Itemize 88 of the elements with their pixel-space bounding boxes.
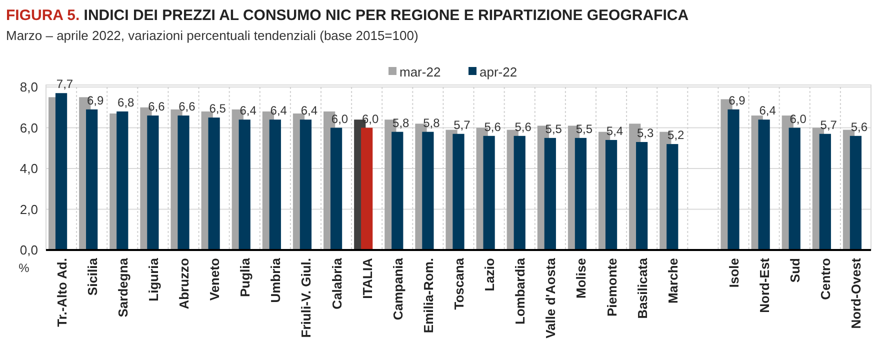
x-tick-label: Nord-Ovest (848, 257, 864, 329)
data-label: 5,8 (392, 116, 410, 130)
data-label: 7,7 (56, 77, 74, 92)
bar (392, 132, 404, 250)
bar (147, 116, 159, 250)
bar (116, 111, 128, 250)
x-tick-label: Valle d'Aosta (543, 257, 558, 338)
x-tick-label: Lombardia (512, 257, 528, 324)
bar (330, 128, 342, 250)
chart-subtitle: Marzo – aprile 2022, variazioni percentuali tendenziali (base 2015=100) (6, 28, 418, 43)
bar (544, 138, 556, 250)
data-label: 5,8 (423, 116, 440, 130)
x-tick-label: Liguria (146, 257, 161, 302)
data-label: 5,5 (576, 122, 593, 136)
bar (728, 109, 740, 250)
data-label: 6,4 (759, 104, 776, 118)
data-label: 6,8 (118, 95, 135, 110)
bar (636, 142, 648, 250)
data-label: 5,6 (850, 120, 868, 134)
x-tick-label: Sud (788, 258, 803, 283)
x-tick-label: Centro (818, 258, 834, 300)
data-label: 6,4 (270, 104, 288, 118)
bar (605, 140, 618, 250)
x-tick-label: Marche (665, 258, 680, 304)
x-tick-label: Abruzzo (176, 258, 192, 310)
bar (86, 109, 98, 250)
data-label: 6,5 (209, 102, 226, 116)
x-tick-label: ITALIA (360, 257, 375, 299)
data-label: 6,6 (178, 100, 196, 114)
x-tick-label: Friuli-V. Giul. (298, 258, 314, 338)
x-tick-label: Calabria (329, 257, 344, 310)
bar (178, 116, 190, 250)
bar (238, 120, 250, 250)
x-tick-label: Lazio (482, 258, 498, 292)
bar (819, 134, 831, 250)
x-tick-label: Toscana (452, 257, 466, 310)
x-tick-label: Piemonte (604, 258, 620, 317)
y-tick-label: 4,0 (20, 161, 38, 176)
data-label: 5,7 (820, 118, 838, 132)
y-tick-label: 6,0 (20, 120, 38, 136)
bar (666, 144, 678, 250)
x-tick-label: Isole (726, 258, 742, 288)
y-tick-label: 8,0 (20, 80, 38, 95)
bar (269, 120, 281, 250)
data-label: 5,3 (636, 126, 654, 140)
x-tick-label: Campania (390, 257, 406, 320)
data-label: 5,6 (514, 120, 532, 134)
x-tick-label: Sicilia (84, 257, 100, 296)
bar (361, 128, 373, 250)
x-tick-label: Basilicata (634, 257, 650, 319)
legend-label: apr-22 (480, 64, 518, 80)
bar (300, 120, 312, 250)
chart-title: FIGURA 5. INDICI DEI PREZZI AL CONSUMO NIC PER REGIONE E RIPARTIZIONE GEOGRAFICA (6, 7, 689, 24)
data-label: 6,4 (240, 104, 257, 118)
bar (788, 128, 800, 250)
bar (483, 136, 495, 250)
x-tick-label: Veneto (207, 258, 222, 301)
bar (452, 134, 464, 250)
y-tick-label: 2,0 (20, 202, 38, 217)
bar (574, 138, 587, 250)
x-tick-label: Emilia-Rom. (420, 258, 436, 334)
bar (850, 136, 862, 250)
legend-label: mar-22 (400, 64, 441, 80)
data-label: 6,4 (300, 104, 318, 118)
bar (758, 120, 770, 250)
y-tick-label: 0,0 (20, 242, 38, 258)
bar (514, 136, 526, 250)
data-label: 6,9 (86, 93, 104, 108)
data-label: 6,0 (331, 112, 348, 126)
bar (208, 118, 220, 250)
data-label: 5,5 (545, 122, 562, 136)
bar (422, 132, 434, 250)
bar (55, 93, 68, 250)
data-label: 6,0 (790, 112, 807, 126)
x-tick-label: Molise (574, 258, 589, 298)
data-label: 5,2 (668, 128, 685, 142)
y-axis-title: % (18, 261, 30, 275)
x-tick-label: Umbria (268, 257, 284, 303)
data-label: 6,0 (362, 112, 379, 126)
data-label: 6,6 (148, 100, 166, 114)
x-tick-label: Tr.-Alto Ad. (54, 258, 70, 327)
x-tick-label: Sardegna (115, 257, 130, 318)
data-label: 5,7 (454, 118, 471, 132)
x-tick-label: Nord-Est (757, 257, 772, 313)
data-label: 5,6 (484, 120, 502, 134)
data-label: 5,4 (606, 124, 624, 138)
x-tick-label: Puglia (238, 257, 253, 298)
data-label: 6,9 (728, 93, 746, 108)
